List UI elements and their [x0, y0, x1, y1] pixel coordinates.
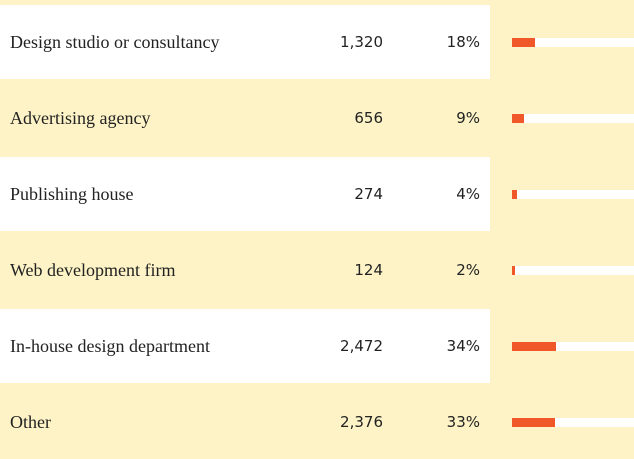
- row-count: 124: [354, 261, 383, 279]
- bar: [512, 418, 555, 427]
- row: Advertising agency 656 9%: [0, 81, 634, 155]
- row-percent: 9%: [456, 109, 480, 127]
- row-percent: 34%: [446, 337, 480, 355]
- row-percent: 4%: [456, 185, 480, 203]
- row-count: 656: [354, 109, 383, 127]
- row: Other 2,376 33%: [0, 385, 634, 459]
- row-label: Web development firm: [10, 260, 176, 280]
- row-label: Design studio or consultancy: [10, 32, 220, 52]
- row-label: Advertising agency: [10, 108, 151, 128]
- row-background: [0, 385, 490, 459]
- row-label: In-house design department: [10, 336, 210, 356]
- bar: [512, 266, 515, 275]
- row-count: 2,376: [340, 413, 383, 431]
- bar: [512, 190, 518, 199]
- bar: [512, 114, 524, 123]
- row: Web development firm 124 2%: [0, 233, 634, 307]
- row: In-house design department 2,472 34%: [0, 309, 634, 383]
- row-label: Other: [10, 412, 51, 432]
- row-percent: 18%: [446, 33, 480, 51]
- row-count: 1,320: [340, 33, 383, 51]
- row-count: 274: [354, 185, 383, 203]
- row-percent: 2%: [456, 261, 480, 279]
- page: {"table": {"rows": [ {"label": "Design s…: [0, 5, 634, 432]
- row: Design studio or consultancy 1,320 18%: [0, 5, 634, 79]
- row-background: [0, 309, 490, 383]
- bar: [512, 342, 557, 351]
- bar-track: [512, 190, 634, 199]
- bar-track: [512, 38, 634, 47]
- bar-track: [512, 114, 634, 123]
- row-percent: 33%: [446, 413, 480, 431]
- row-count: 2,472: [340, 337, 383, 355]
- row-background: [0, 5, 490, 79]
- bar-track: [512, 342, 634, 351]
- bar-track: [512, 418, 634, 427]
- bar-track: [512, 266, 634, 275]
- row-background: [0, 157, 490, 231]
- bar: [512, 38, 536, 47]
- row: Publishing house 274 4%: [0, 157, 634, 231]
- row-label: Publishing house: [10, 184, 134, 204]
